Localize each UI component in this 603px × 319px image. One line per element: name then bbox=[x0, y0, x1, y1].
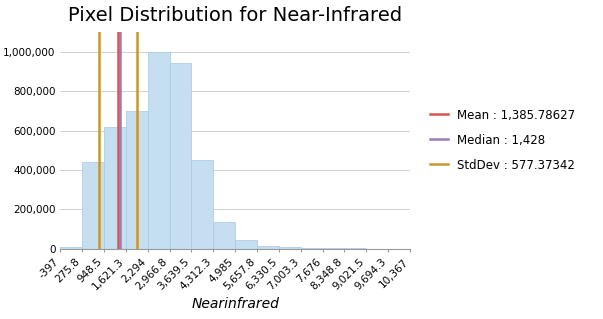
Bar bbox=[235, 240, 257, 249]
Legend: Mean : 1,385.78627, Median : 1,428, StdDev : 577.37342: Mean : 1,385.78627, Median : 1,428, StdD… bbox=[430, 109, 575, 172]
Bar bbox=[148, 52, 169, 249]
X-axis label: Nearinfrared: Nearinfrared bbox=[191, 297, 279, 311]
Median : 1,428: (1.43e+03, 0): 1,428: (1.43e+03, 0) bbox=[116, 247, 123, 251]
Bar bbox=[301, 248, 323, 249]
StdDev : 577.37342: (808, 0): 577.37342: (808, 0) bbox=[96, 247, 103, 251]
Bar bbox=[169, 63, 192, 249]
Bar bbox=[82, 162, 104, 249]
Bar bbox=[104, 127, 126, 249]
Median : 1,428: (1.43e+03, 1): 1,428: (1.43e+03, 1) bbox=[116, 247, 123, 251]
Bar bbox=[126, 111, 148, 249]
Bar bbox=[192, 160, 213, 249]
Mean : 1,385.78627: (1.39e+03, 1): 1,385.78627: (1.39e+03, 1) bbox=[115, 247, 122, 251]
StdDev : 577.37342: (808, 1): 577.37342: (808, 1) bbox=[96, 247, 103, 251]
Bar bbox=[279, 247, 301, 249]
Bar bbox=[213, 222, 235, 249]
Bar bbox=[323, 248, 344, 249]
Bar bbox=[257, 246, 279, 249]
Bar bbox=[60, 247, 82, 249]
Title: Pixel Distribution for Near-Infrared: Pixel Distribution for Near-Infrared bbox=[68, 6, 402, 25]
Mean : 1,385.78627: (1.39e+03, 0): 1,385.78627: (1.39e+03, 0) bbox=[115, 247, 122, 251]
